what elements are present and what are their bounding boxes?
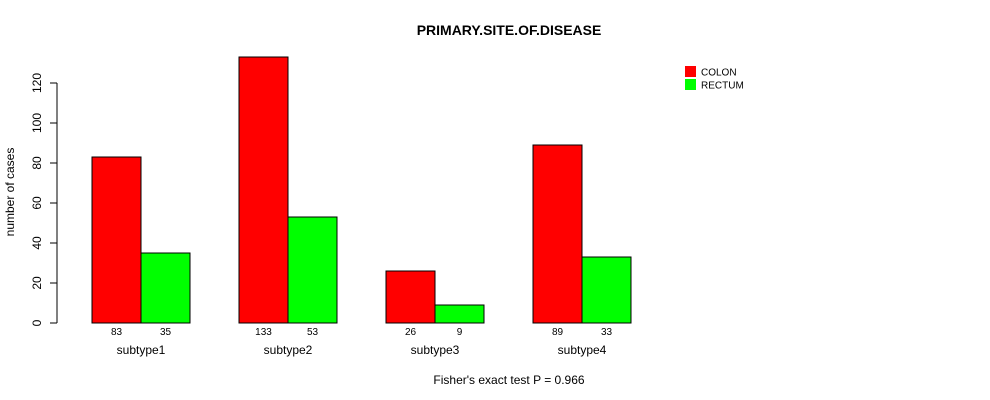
bar-subtype2-rectum — [287, 216, 338, 324]
bar-value-label: 35 — [160, 327, 172, 338]
bar-subtype4-rectum — [581, 256, 632, 324]
y-tick-label: 0 — [30, 319, 44, 326]
bar-value-label: 33 — [601, 327, 613, 338]
legend-label-rectum: RECTUM — [701, 81, 744, 92]
y-tick-label: 120 — [30, 73, 44, 93]
y-axis: 0 20 40 60 80 100 120 — [30, 73, 58, 326]
x-axis-label: Fisher's exact test P = 0.966 — [433, 373, 584, 387]
bar-value-label: 133 — [255, 327, 272, 338]
legend-swatch-rectum — [685, 79, 696, 90]
bar-value-label: 89 — [552, 327, 564, 338]
y-tick-label: 60 — [30, 196, 44, 210]
y-tick-label: 40 — [30, 236, 44, 250]
category-label: subtype1 — [117, 343, 166, 357]
bar-value-label: 26 — [405, 327, 417, 338]
category-label: subtype2 — [264, 343, 313, 357]
category-label: subtype3 — [411, 343, 460, 357]
bar-subtype3-colon — [385, 270, 436, 324]
value-labels-group: 83 35 133 53 26 9 89 33 — [111, 327, 613, 338]
bar-subtype3-rectum — [434, 304, 485, 324]
bars-group — [91, 56, 632, 324]
legend-swatch-colon — [685, 66, 696, 77]
legend: COLON RECTUM — [685, 66, 744, 92]
bar-value-label: 53 — [307, 327, 319, 338]
y-tick-label: 20 — [30, 276, 44, 290]
category-labels-group: subtype1 subtype2 subtype3 subtype4 — [117, 343, 607, 357]
legend-label-colon: COLON — [701, 68, 737, 79]
bar-value-label: 83 — [111, 327, 123, 338]
category-label: subtype4 — [558, 343, 607, 357]
bar-subtype2-colon — [238, 56, 289, 324]
y-axis-label: number of cases — [3, 148, 17, 237]
bar-subtype4-colon — [532, 144, 583, 324]
y-tick-label: 80 — [30, 156, 44, 170]
bar-subtype1-colon — [91, 156, 142, 324]
chart-title: PRIMARY.SITE.OF.DISEASE — [417, 22, 602, 38]
bar-value-label: 9 — [457, 327, 463, 338]
bar-subtype1-rectum — [140, 252, 191, 324]
y-tick-label: 100 — [30, 113, 44, 133]
